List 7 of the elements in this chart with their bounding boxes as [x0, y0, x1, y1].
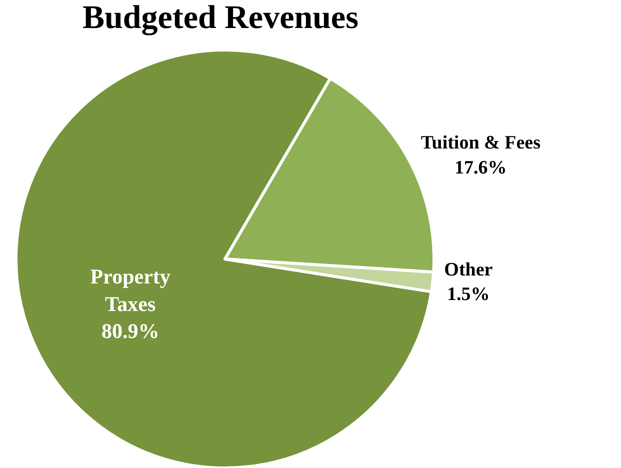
chart-title: Budgeted Revenues [82, 0, 359, 36]
slice-label: Tuition & Fees [420, 132, 540, 154]
slice-label: Other [444, 259, 494, 280]
data-label: 1.5% [447, 284, 490, 306]
data-label: 17.6% [454, 157, 507, 178]
slice-label: Property Taxes [90, 264, 171, 316]
data-label: 80.9% [101, 319, 160, 344]
